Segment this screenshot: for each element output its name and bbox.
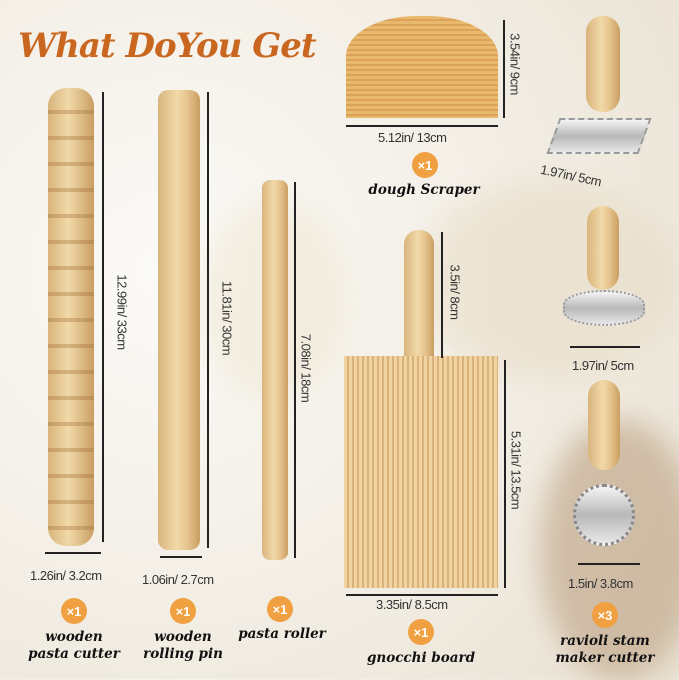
item-name: gnocchi board (366, 650, 476, 666)
item-name: wooden pasta cutter (28, 629, 120, 662)
item-name: wooden rolling pin (143, 629, 223, 662)
gnocchi-board-image (344, 356, 498, 588)
round-width-arrow (570, 346, 640, 348)
square-stamp-cutter (546, 118, 652, 154)
dough-scraper-image (346, 16, 498, 118)
rolling-pin-image (158, 90, 200, 550)
round-width-label: 1.97in/ 5cm (572, 358, 634, 373)
wheel-width-arrow (578, 563, 640, 565)
pasta-roller-image (262, 180, 288, 560)
quantity-badge: ×1 (267, 596, 293, 622)
length-label: 7.08in/ 18cm (298, 333, 314, 403)
width-label: 3.35in/ 8.5cm (376, 597, 448, 612)
quantity-badge: ×1 (170, 598, 196, 624)
width-label: 1.06in/ 2.7cm (142, 572, 214, 587)
height-label: 3.54in/ 9cm (507, 33, 523, 95)
round-stamp-handle (587, 206, 619, 290)
length-arrow (294, 182, 296, 558)
quantity-badge: ×1 (412, 152, 438, 178)
width-arrow (45, 552, 101, 554)
pasta-cutter-image (48, 88, 94, 546)
height-arrow (503, 20, 505, 118)
item-name: ravioli stam maker cutter (555, 633, 655, 666)
width-arrow (346, 594, 498, 596)
width-arrow (160, 556, 202, 558)
wheel-cutter-blade (573, 484, 635, 546)
page-title: What DoYou Get (18, 26, 317, 66)
wheel-cutter-handle (588, 380, 620, 470)
length-label: 11.81in/ 30cm (219, 280, 235, 356)
width-arrow (346, 125, 498, 127)
length-label: 12.99in/ 33cm (114, 274, 130, 350)
width-label: 1.26in/ 3.2cm (30, 568, 102, 583)
item-name: dough Scraper (368, 182, 480, 198)
length-arrow (207, 92, 209, 548)
wheel-width-label: 1.5in/ 3.8cm (568, 576, 633, 591)
handle-height-label: 3.5in/ 8cm (447, 264, 463, 320)
length-arrow (102, 92, 104, 542)
width-label: 5.12in/ 13cm (378, 130, 447, 145)
height-label: 5.31in/ 13.5cm (508, 430, 524, 510)
quantity-badge: ×1 (61, 598, 87, 624)
gnocchi-handle-image (404, 230, 434, 360)
quantity-badge: ×3 (592, 602, 618, 628)
handle-height-arrow (441, 232, 443, 358)
height-arrow (504, 360, 506, 588)
square-stamp-handle (586, 16, 620, 112)
item-name: pasta roller (238, 626, 326, 642)
round-stamp-cutter (563, 290, 645, 326)
quantity-badge: ×1 (408, 619, 434, 645)
